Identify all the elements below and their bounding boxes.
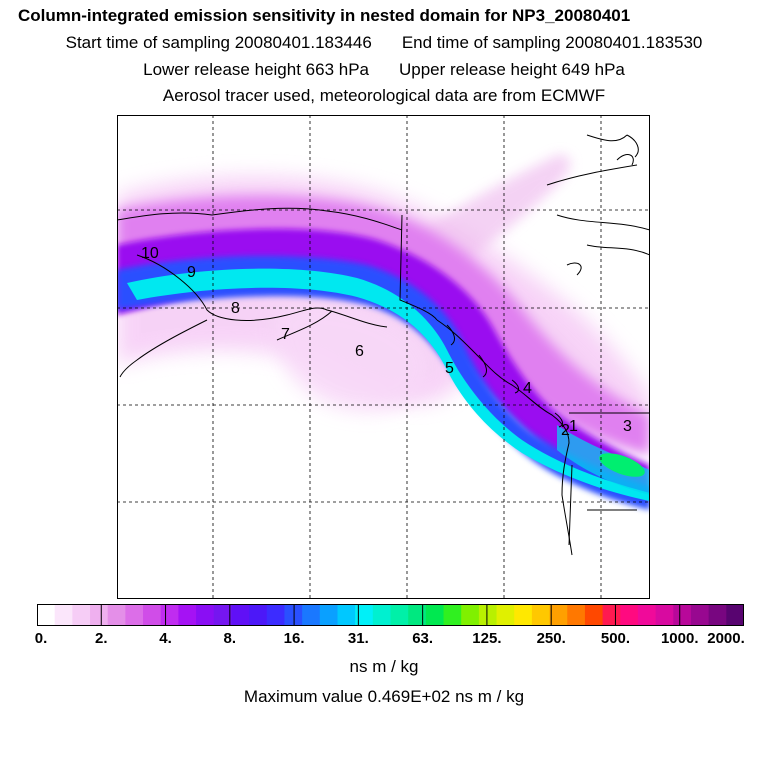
maximum-value: Maximum value 0.469E+02 ns m / kg <box>243 687 525 706</box>
colorbar-swatch <box>655 604 674 626</box>
sampling-times: Start time of sampling 20080401.183446 En… <box>0 33 768 53</box>
point-label-3: 3 <box>623 418 632 435</box>
colorbar-swatch <box>355 604 374 626</box>
point-label-5: 5 <box>445 360 454 377</box>
colorbar-swatch <box>461 604 480 626</box>
point-label-7: 7 <box>281 326 290 343</box>
map-frame <box>117 115 650 599</box>
colorbar-swatch <box>425 604 445 626</box>
state-border <box>568 412 650 546</box>
colorbar-tick-label: 500. <box>600 630 631 647</box>
coastlines <box>117 134 650 556</box>
colorbar-swatch <box>90 604 109 626</box>
lower-release-height: Lower release height 663 hPa <box>143 60 369 79</box>
plume-layers <box>117 154 650 510</box>
colorbar-swatch <box>478 604 498 626</box>
colorbar-tick-label: 4. <box>159 630 172 647</box>
colorbar-tick-label: 8. <box>223 630 237 647</box>
trajectory-labels: 10 9 8 7 6 5 4 3 2 1 <box>141 245 632 439</box>
colorbar-swatch <box>620 604 639 626</box>
release-heights: Lower release height 663 hPa Upper releas… <box>0 60 768 80</box>
colorbar-swatch <box>726 604 744 626</box>
colorbar-swatch <box>178 604 197 626</box>
colorbar-tick-label: 2. <box>95 630 108 647</box>
sensitivity-map: 10 9 8 7 6 5 4 3 2 1 <box>117 115 650 599</box>
colorbar-swatch <box>266 604 285 626</box>
colorbar-swatch <box>231 604 250 626</box>
colorbar-units: ns m / kg <box>349 657 419 676</box>
colorbar-swatch <box>107 604 126 626</box>
colorbar-swatch <box>302 604 321 626</box>
colorbar-swatch <box>673 604 692 626</box>
colorbar-tick-label: 125. <box>472 630 502 647</box>
lat-lon-grid <box>117 115 650 599</box>
end-time: End time of sampling 20080401.183530 <box>401 33 703 52</box>
colorbar-tick-label: 16. <box>283 630 305 647</box>
plume-faint-basin <box>275 302 429 411</box>
colorbar-swatches <box>37 604 744 626</box>
point-label-10: 10 <box>141 245 159 262</box>
colorbar-swatch <box>602 604 621 626</box>
colorbar <box>37 604 744 626</box>
colorbar-swatch <box>637 604 657 626</box>
colorbar-swatch <box>213 604 232 626</box>
point-label-2: 2 <box>561 422 570 439</box>
point-label-9: 9 <box>187 264 196 281</box>
colorbar-swatch <box>125 604 144 626</box>
colorbar-swatch <box>160 604 179 626</box>
colorbar-swatch <box>690 604 710 626</box>
colorbar-swatch <box>443 604 462 626</box>
colorbar-tick-label: 1000. <box>660 630 699 647</box>
bc-coast <box>436 319 573 556</box>
colorbar-swatch <box>337 604 356 626</box>
map-panel: 10 9 8 7 6 5 4 3 2 1 <box>117 115 650 599</box>
colorbar-swatch <box>408 604 427 626</box>
colorbar-swatch <box>584 604 604 626</box>
colorbar-swatch <box>708 604 727 626</box>
canada-border <box>399 214 438 321</box>
plot-title: Column-integrated emission sensitivity i… <box>18 6 631 25</box>
colorbar-tick-label: 31. <box>347 630 369 647</box>
start-time: Start time of sampling 20080401.183446 <box>65 33 372 52</box>
arctic-coast <box>546 164 650 256</box>
colorbar-tick-label: 2000. <box>707 630 745 647</box>
colorbar-swatch <box>143 604 162 626</box>
colorbar-swatch <box>496 604 515 626</box>
colorbar-swatch <box>514 604 533 626</box>
colorbar-swatch <box>72 604 91 626</box>
upper-release-height: Upper release height 649 hPa <box>399 60 625 79</box>
plume-cyan <box>127 268 650 501</box>
point-label-1: 1 <box>569 418 578 435</box>
point-label-8: 8 <box>231 300 240 317</box>
colorbar-tick-labels: 0. 2. 4. 8. 16. 31. 63. 125. 250. 500. 1000. 2000. <box>0 630 768 650</box>
colorbar-swatch <box>196 604 215 626</box>
plume-green-max <box>599 453 645 477</box>
point-label-6: 6 <box>355 343 364 360</box>
arctic-islands <box>566 134 639 276</box>
colorbar-swatch <box>54 604 73 626</box>
point-label-4: 4 <box>523 380 532 397</box>
colorbar-swatch <box>319 604 338 626</box>
islands <box>446 324 563 428</box>
colorbar-frame <box>37 604 744 626</box>
colorbar-swatch <box>37 604 56 626</box>
plume-faint-north <box>417 154 571 275</box>
colorbar-swatch <box>284 604 303 626</box>
colorbar-swatch <box>372 604 391 626</box>
colorbar-swatch <box>567 604 586 626</box>
alaska-coast <box>117 207 403 378</box>
tracer-info: Aerosol tracer used, meteorological data… <box>162 86 606 105</box>
colorbar-tick-label: 63. <box>412 630 434 647</box>
colorbar-tick-label: 0. <box>34 630 48 647</box>
colorbar-tick-label: 250. <box>536 630 566 647</box>
colorbar-swatch <box>531 604 551 626</box>
colorbar-swatch <box>549 604 568 626</box>
colorbar-swatch <box>249 604 268 626</box>
colorbar-swatch <box>390 604 409 626</box>
